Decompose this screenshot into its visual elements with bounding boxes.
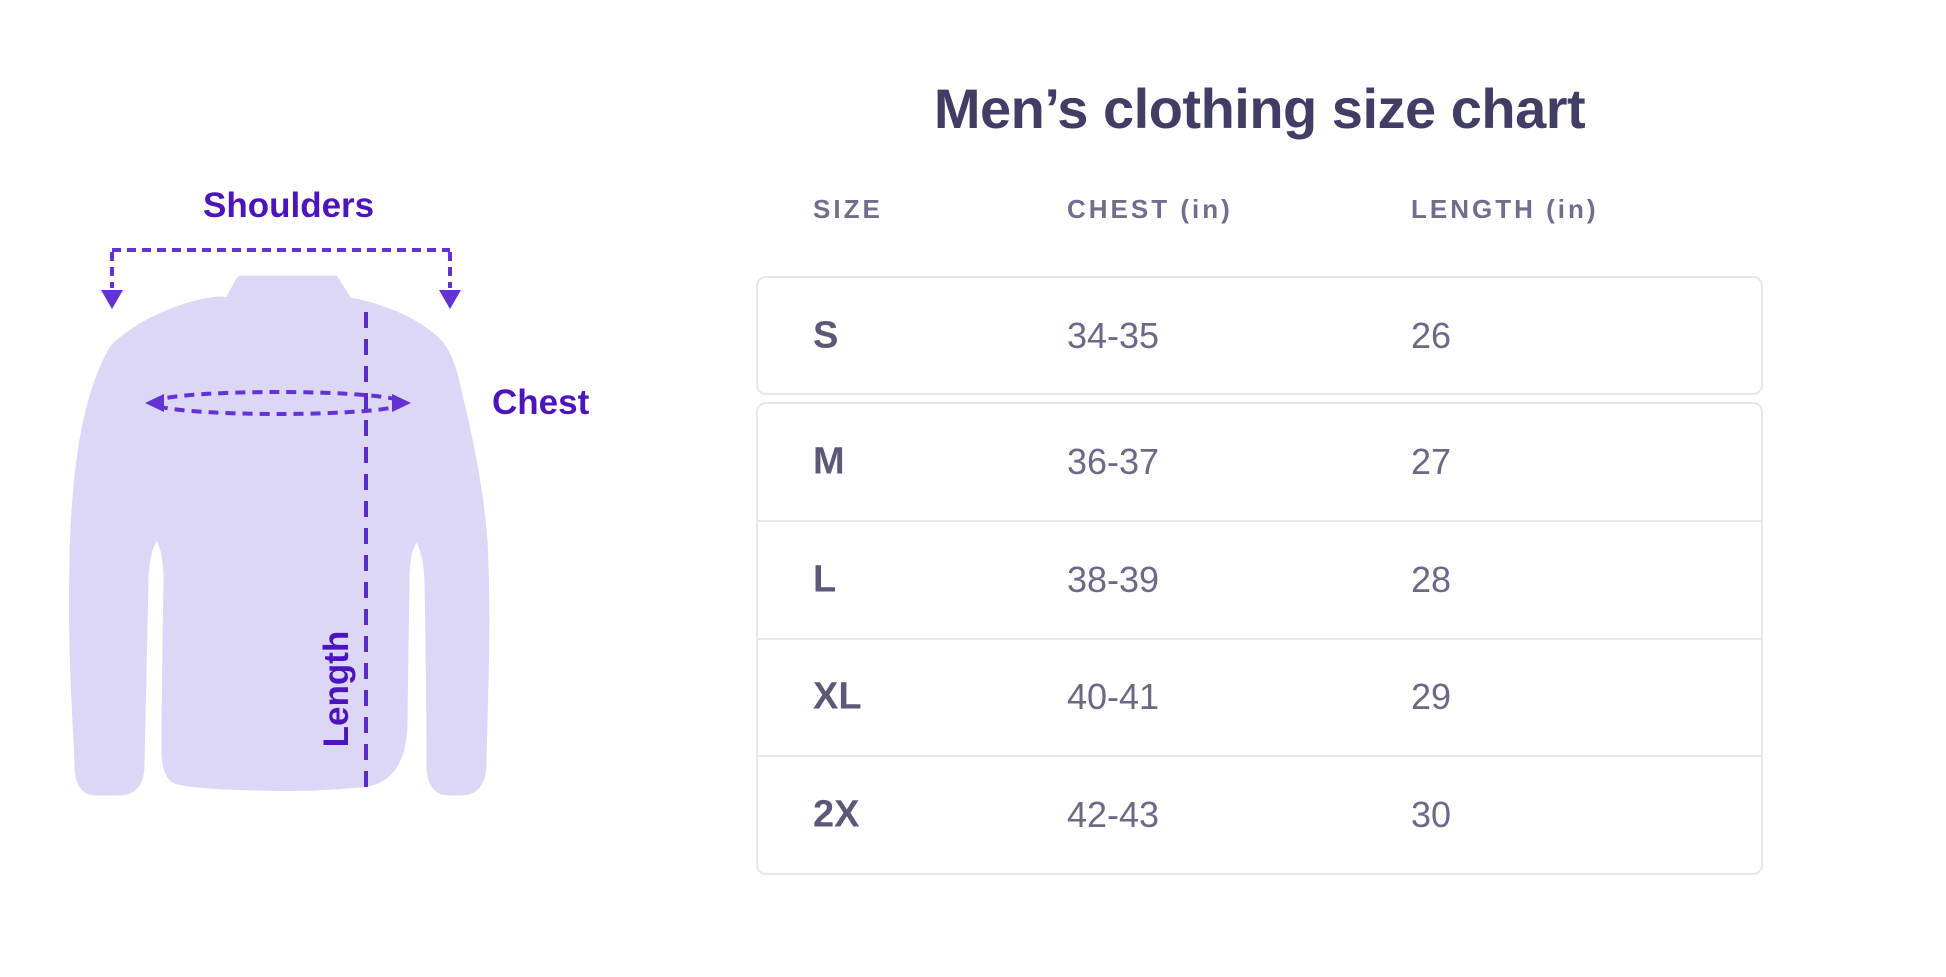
column-header-chest: CHEST (in) (1067, 194, 1233, 224)
shoulders-arrowhead-left (101, 290, 123, 309)
shoulders-measure-arrow (110, 248, 452, 288)
table-row: M 36-37 27 (758, 404, 1761, 520)
shoulders-arrowhead-right (439, 290, 461, 309)
length-cell: 27 (1411, 440, 1452, 482)
page-title: Men’s clothing size chart (933, 77, 1586, 140)
shoulders-label: Shoulders (203, 186, 375, 225)
chest-cell: 42-43 (1067, 794, 1160, 836)
chest-cell: 34-35 (1067, 314, 1160, 356)
shirt-illustration (68, 248, 490, 796)
shirt-silhouette (68, 275, 490, 796)
chest-cell: 38-39 (1067, 558, 1160, 600)
table-row: S 34-35 26 (758, 278, 1761, 393)
size-cell: S (813, 314, 839, 356)
table-row: L 38-39 28 (758, 519, 1761, 638)
table-row: XL 40-41 29 (758, 637, 1761, 756)
length-cell: 30 (1411, 794, 1452, 836)
table-section-bottom: M 36-37 27 L 38-39 28 XL 40-41 29 2X 42-… (756, 402, 1763, 875)
table-section-top: S 34-35 26 (756, 276, 1763, 395)
table-row: 2X 42-43 30 (758, 755, 1761, 873)
chest-arrowhead-right (392, 394, 411, 412)
size-cell: M (813, 440, 845, 483)
size-cell: L (813, 558, 837, 601)
length-cell: 26 (1411, 314, 1452, 356)
size-cell: XL (813, 675, 862, 718)
length-cell: 28 (1411, 558, 1452, 600)
column-header-length: LENGTH (in) (1411, 194, 1599, 224)
chest-cell: 36-37 (1067, 440, 1160, 482)
chest-cell: 40-41 (1067, 676, 1160, 718)
column-header-size: SIZE (813, 194, 883, 224)
length-label: Length (317, 630, 356, 748)
size-cell: 2X (813, 793, 860, 836)
chest-arrowhead-left (145, 394, 164, 412)
length-cell: 29 (1411, 676, 1452, 718)
chest-label: Chest (492, 383, 590, 422)
